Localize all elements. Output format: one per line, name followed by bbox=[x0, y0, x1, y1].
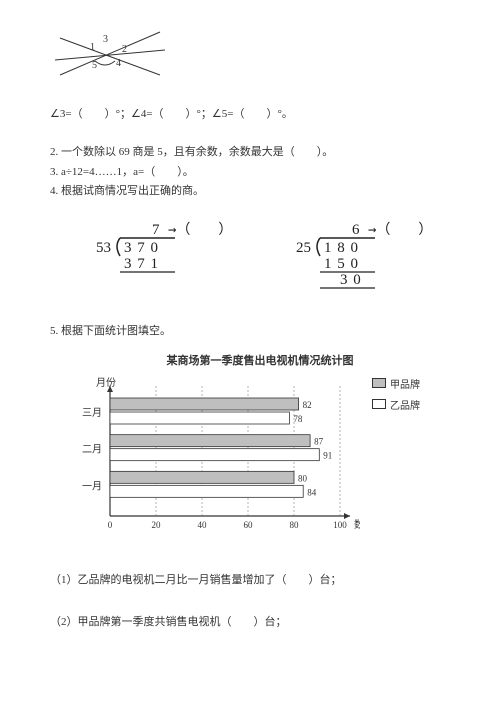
svg-text:78: 78 bbox=[293, 414, 303, 424]
question-2: 2. 一个数除以 69 商是 5，且有余数，余数最大是（ ）。 bbox=[50, 143, 450, 163]
long-division-left: 7 →（ ） 53 3 7 03 7 1 bbox=[90, 220, 250, 304]
question-5-2: （2）甲品牌第一季度共销售电视机（ ）台； bbox=[50, 613, 450, 633]
question-4: 4. 根据试商情况写出正确的商。 bbox=[50, 182, 450, 202]
svg-text:3 0: 3 0 bbox=[340, 272, 362, 288]
svg-text:82: 82 bbox=[303, 400, 312, 410]
angle-diagram-svg: 1 2 3 4 5 bbox=[50, 20, 170, 90]
svg-text:60: 60 bbox=[244, 520, 254, 530]
svg-text:5: 5 bbox=[92, 60, 97, 71]
svg-text:80: 80 bbox=[298, 473, 308, 483]
svg-text:月份: 月份 bbox=[96, 377, 116, 389]
legend-item: 甲品牌 bbox=[372, 376, 420, 391]
svg-text:二月: 二月 bbox=[82, 444, 102, 456]
bar-chart: 某商场第一季度售出电视机情况统计图 月份 0 20 40 60 80 100 数量/台 三月 82… bbox=[70, 352, 450, 549]
svg-text:91: 91 bbox=[323, 451, 332, 461]
legend-swatch bbox=[372, 378, 386, 388]
legend-label: 甲品牌 bbox=[390, 376, 420, 391]
question-angles: ∠3=（ ）°；∠4=（ ）°；∠5=（ ）°。 bbox=[50, 105, 450, 125]
svg-text:7: 7 bbox=[152, 222, 160, 238]
long-division-row: 7 →（ ） 53 3 7 03 7 1 6 →（ ） 25 1 8 01 5 03 0 bbox=[90, 220, 450, 304]
svg-text:1: 1 bbox=[90, 42, 95, 53]
svg-text:3 7 0: 3 7 0 bbox=[124, 240, 159, 256]
svg-text:三月: 三月 bbox=[82, 407, 102, 419]
chart-title: 某商场第一季度售出电视机情况统计图 bbox=[70, 352, 450, 368]
question-block-2-4: 2. 一个数除以 69 商是 5，且有余数，余数最大是（ ）。 3. a÷12=… bbox=[50, 143, 450, 202]
question-angles-text: ∠3=（ ）°；∠4=（ ）°；∠5=（ ）°。 bbox=[50, 108, 293, 120]
svg-text:6: 6 bbox=[352, 222, 360, 238]
chart-plot: 月份 0 20 40 60 80 100 数量/台 三月 8278 二月 87 91 一月 80 84 bbox=[70, 376, 360, 549]
question-5: 5. 根据下面统计图填空。 bbox=[50, 322, 450, 342]
svg-text:100: 100 bbox=[333, 520, 347, 530]
svg-text:84: 84 bbox=[307, 487, 317, 497]
chart-legend: 甲品牌乙品牌 bbox=[372, 376, 420, 418]
legend-item: 乙品牌 bbox=[372, 397, 420, 412]
svg-text:1 8 0: 1 8 0 bbox=[324, 240, 359, 256]
question-5-1: （1）乙品牌的电视机二月比一月销售量增加了（ ）台； bbox=[50, 571, 450, 591]
svg-text:25: 25 bbox=[296, 240, 311, 256]
question-3: 3. a÷12=4……1，a=（ ）。 bbox=[50, 163, 450, 183]
svg-text:53: 53 bbox=[96, 240, 111, 256]
legend-swatch bbox=[372, 399, 386, 409]
svg-text:→（ ）: →（ ） bbox=[168, 222, 232, 238]
svg-text:1 5 0: 1 5 0 bbox=[324, 256, 359, 272]
svg-text:数量/台: 数量/台 bbox=[354, 518, 360, 531]
long-division-right: 6 →（ ） 25 1 8 01 5 03 0 bbox=[290, 220, 450, 304]
svg-text:3 7 1: 3 7 1 bbox=[124, 256, 159, 272]
svg-text:一月: 一月 bbox=[82, 480, 102, 492]
svg-text:20: 20 bbox=[152, 520, 162, 530]
angle-diagram: 1 2 3 4 5 bbox=[50, 20, 450, 93]
svg-text:87: 87 bbox=[314, 437, 324, 447]
svg-text:3: 3 bbox=[103, 34, 108, 45]
svg-text:4: 4 bbox=[116, 58, 121, 69]
svg-text:2: 2 bbox=[122, 44, 127, 55]
svg-text:80: 80 bbox=[290, 520, 300, 530]
svg-text:40: 40 bbox=[198, 520, 208, 530]
svg-text:→（ ）: →（ ） bbox=[368, 222, 432, 238]
svg-text:0: 0 bbox=[108, 520, 113, 530]
legend-label: 乙品牌 bbox=[390, 397, 420, 412]
